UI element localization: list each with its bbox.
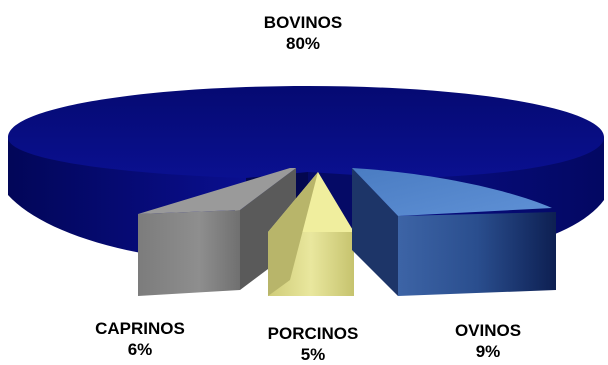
label-ovinos: OVINOS 9% (455, 320, 521, 362)
label-ovinos-value: 9% (475, 342, 501, 361)
label-bovinos-value: 80% (285, 34, 321, 53)
label-caprinos-value: 6% (127, 340, 153, 359)
slice-ovinos-side (352, 168, 398, 296)
slice-porcinos-left-side (268, 172, 318, 296)
label-caprinos: CAPRINOS 6% (95, 318, 185, 360)
label-ovinos-name: OVINOS (454, 321, 522, 340)
slice-caprinos-side (240, 168, 296, 290)
slice-caprinos-top (138, 168, 296, 214)
label-bovinos: BOVINOS 80% (264, 12, 342, 54)
label-porcinos-name: PORCINOS (267, 324, 359, 343)
slice-bovinos-top (7, 86, 605, 178)
label-caprinos-name: CAPRINOS (95, 319, 185, 338)
label-bovinos-name: BOVINOS (263, 13, 343, 32)
slice-ovinos-front (398, 212, 556, 296)
slice-caprinos-front (138, 210, 240, 296)
slice-ovinos-top (352, 168, 552, 216)
label-porcinos: PORCINOS 5% (268, 323, 359, 365)
label-porcinos-value: 5% (300, 345, 326, 364)
